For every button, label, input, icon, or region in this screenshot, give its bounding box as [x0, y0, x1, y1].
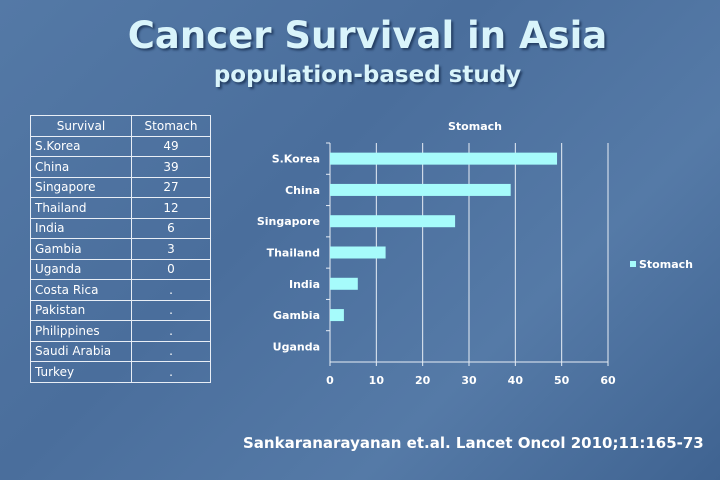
x-tick-label: 60 — [600, 374, 616, 387]
table-row: S.Korea 49 — [30, 135, 211, 157]
table-row: Thailand 12 — [30, 197, 211, 219]
x-tick-label: 20 — [415, 374, 431, 387]
stomach-value-cell: 6 — [131, 217, 211, 239]
table-row: Saudi Arabia. — [30, 340, 211, 362]
chart-title: Stomach — [448, 120, 502, 133]
stomach-value-cell: 3 — [131, 238, 211, 260]
table-row: India 6 — [30, 217, 211, 239]
x-tick-label: 30 — [461, 374, 477, 387]
bar-thailand — [330, 246, 386, 259]
table-row: Costa Rica. — [30, 279, 211, 301]
category-label: Singapore — [257, 215, 320, 228]
stomach-value-cell: . — [131, 361, 211, 383]
country-cell: Singapore — [30, 176, 132, 198]
stomach-value-cell: Stomach — [131, 115, 211, 137]
legend-swatch — [630, 261, 636, 267]
survival-table: Survival Stomach S.Korea 49 China 39 Singapore… — [30, 115, 211, 383]
stomach-value-cell: 0 — [131, 258, 211, 280]
bar-china — [330, 183, 511, 196]
country-cell: Gambia — [30, 238, 132, 260]
table-row: Pakistan. — [30, 299, 211, 321]
category-label: Uganda — [273, 340, 320, 353]
table-row: Uganda 0 — [30, 258, 211, 280]
country-cell: Costa Rica — [30, 279, 132, 301]
country-cell: Thailand — [30, 197, 132, 219]
table-row: Philippines. — [30, 320, 211, 342]
country-cell: Survival — [30, 115, 132, 137]
stomach-value-cell: 49 — [131, 135, 211, 157]
country-cell: Turkey — [30, 361, 132, 383]
bar-india — [330, 277, 358, 290]
country-cell: Pakistan — [30, 299, 132, 321]
x-tick-label: 50 — [554, 374, 570, 387]
table-row: Gambia 3 — [30, 238, 211, 260]
stomach-value-cell: 39 — [131, 156, 211, 178]
x-tick-label: 40 — [508, 374, 524, 387]
category-label: Gambia — [273, 309, 320, 322]
table-row: Survival Stomach — [30, 115, 211, 137]
table-row: Turkey. — [30, 361, 211, 383]
stomach-value-cell: . — [131, 299, 211, 321]
citation: Sankaranarayanan et.al. Lancet Oncol 201… — [243, 434, 704, 452]
bar-gambia — [330, 309, 344, 322]
country-cell: Philippines — [30, 320, 132, 342]
country-cell: Uganda — [30, 258, 132, 280]
category-label: Thailand — [267, 247, 320, 260]
stomach-value-cell: . — [131, 340, 211, 362]
stomach-value-cell: 27 — [131, 176, 211, 198]
category-label: India — [289, 278, 320, 291]
legend-label: Stomach — [639, 258, 693, 271]
country-cell: S.Korea — [30, 135, 132, 157]
category-label: China — [285, 184, 320, 197]
country-cell: Saudi Arabia — [30, 340, 132, 362]
stomach-value-cell: . — [131, 279, 211, 301]
country-cell: India — [30, 217, 132, 239]
country-cell: China — [30, 156, 132, 178]
bar-skorea — [330, 152, 558, 165]
stomach-value-cell: . — [131, 320, 211, 342]
slide-title: Cancer Survival in Asia — [127, 14, 608, 57]
bar-singapore — [330, 215, 456, 228]
table-row: Singapore 27 — [30, 176, 211, 198]
category-label: S.Korea — [272, 153, 320, 166]
x-tick-label: 0 — [326, 374, 334, 387]
slide-subtitle: population-based study — [213, 62, 522, 88]
stomach-value-cell: 12 — [131, 197, 211, 219]
x-tick-label: 10 — [369, 374, 385, 387]
table-row: China 39 — [30, 156, 211, 178]
